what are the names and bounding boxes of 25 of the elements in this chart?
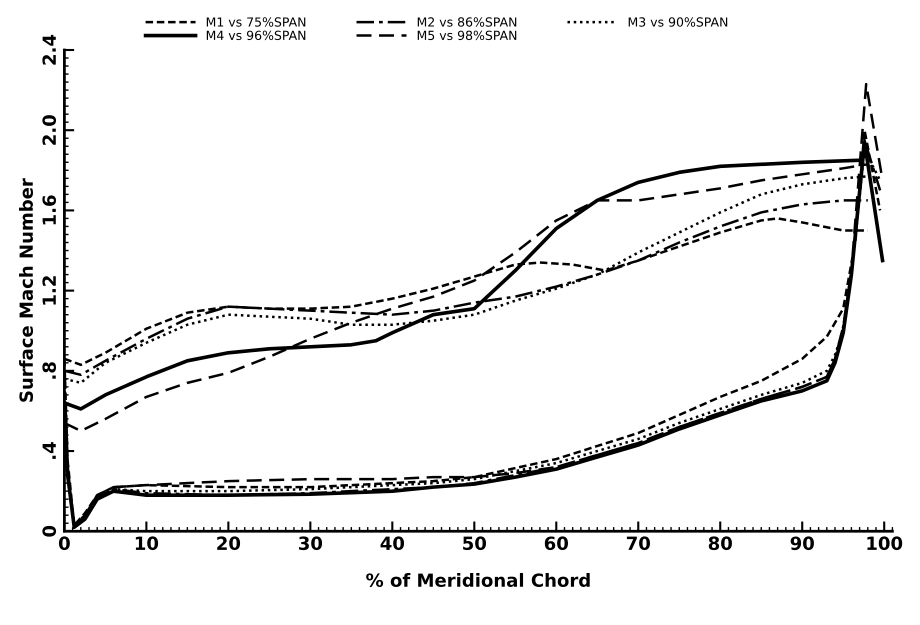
legend-label: M5 vs 98%SPAN [418, 30, 516, 40]
y-tick-label: .4 [42, 442, 56, 459]
y-tick-label: 0 [42, 526, 56, 537]
y-tick-label: 1.6 [42, 195, 56, 224]
y-tick-label: 2.0 [42, 115, 56, 145]
x-tick-label: 0 [58, 536, 70, 550]
x-tick-label: 50 [463, 536, 486, 550]
x-tick-label: 20 [217, 536, 240, 550]
y-tick-label: 1.2 [42, 276, 56, 305]
y-axis-title: Surface Mach Number [19, 178, 34, 402]
legend-label: M2 vs 86%SPAN [418, 17, 516, 27]
x-tick-label: 100 [867, 536, 902, 550]
x-axis-title: % of Meridional Chord [366, 573, 590, 588]
x-tick-label: 80 [708, 536, 732, 550]
x-tick-label: 10 [136, 536, 158, 550]
legend-label: M3 vs 90%SPAN [628, 17, 728, 27]
legend-label: M1 vs 75%SPAN [206, 17, 306, 27]
legend-label: M4 vs 96%SPAN [206, 30, 306, 40]
y-tick-label: .8 [42, 362, 56, 379]
x-tick-label: 90 [790, 536, 814, 550]
x-tick-label: 30 [298, 536, 322, 550]
x-tick-label: 40 [380, 536, 404, 550]
x-tick-label: 70 [626, 536, 650, 550]
y-tick-label: 2.4 [42, 34, 56, 65]
x-tick-label: 60 [544, 536, 568, 550]
